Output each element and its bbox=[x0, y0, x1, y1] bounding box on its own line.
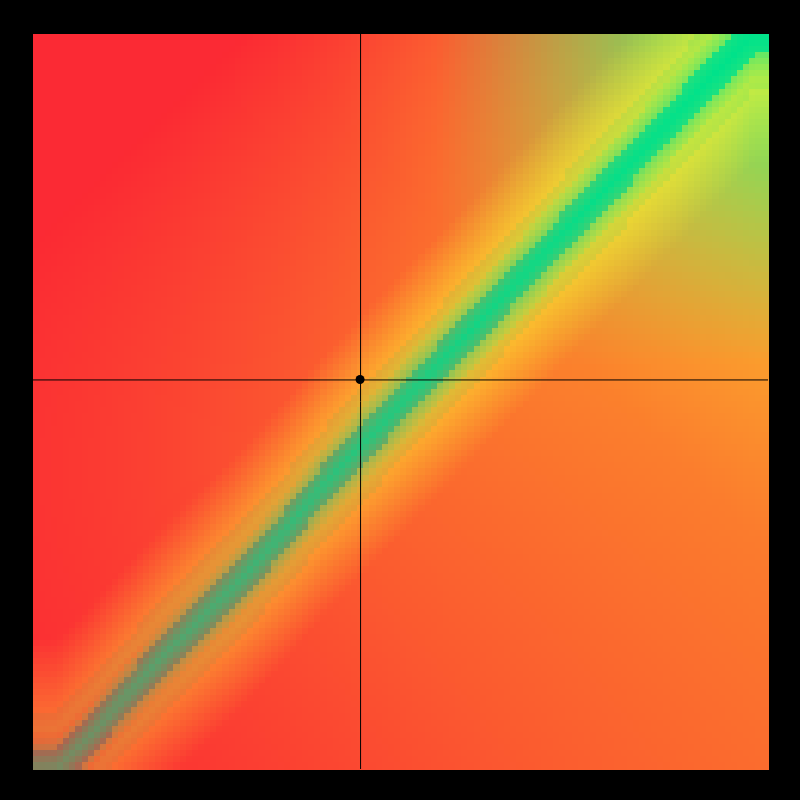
chart-container: TheBottleneck.com bbox=[0, 0, 800, 800]
heatmap-canvas bbox=[0, 0, 800, 800]
